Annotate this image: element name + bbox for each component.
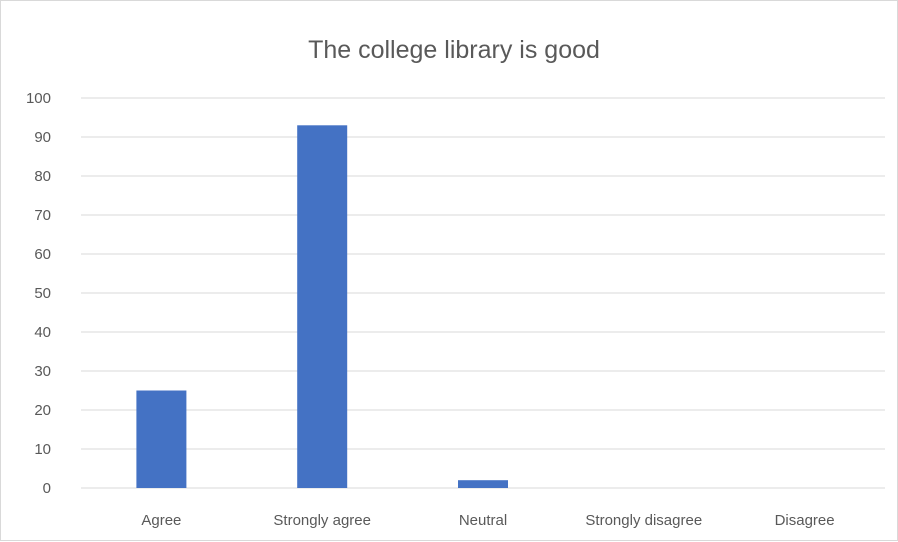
y-tick-label: 30	[34, 363, 51, 380]
chart-title: The college library is good	[308, 36, 600, 64]
x-category-label: Neutral	[459, 512, 507, 529]
y-tick-label: 50	[34, 285, 51, 302]
y-tick-label: 60	[34, 246, 51, 263]
gridlines	[81, 97, 885, 489]
bar-neutral	[458, 480, 508, 488]
y-tick-label: 40	[34, 324, 51, 341]
bars	[136, 125, 508, 489]
x-category-label: Agree	[141, 512, 181, 529]
bar-strongly-agree	[297, 125, 348, 489]
y-tick-label: 10	[34, 441, 51, 458]
y-tick-label: 90	[34, 129, 51, 146]
x-category-label: Strongly agree	[273, 512, 371, 529]
y-tick-label: 80	[34, 168, 51, 185]
x-category-label: Disagree	[775, 512, 835, 529]
bar-agree	[136, 390, 187, 488]
y-tick-label: 70	[34, 207, 51, 224]
y-tick-label: 20	[34, 402, 51, 419]
x-axis: Agree Strongly agree Neutral Strongly disag…	[141, 512, 834, 529]
y-tick-label: 0	[43, 480, 51, 497]
x-category-label: Strongly disagree	[585, 512, 702, 529]
y-axis: 0 10 20 30 40 50 60 70 80 90 100	[26, 90, 51, 497]
y-tick-label: 100	[26, 90, 51, 107]
